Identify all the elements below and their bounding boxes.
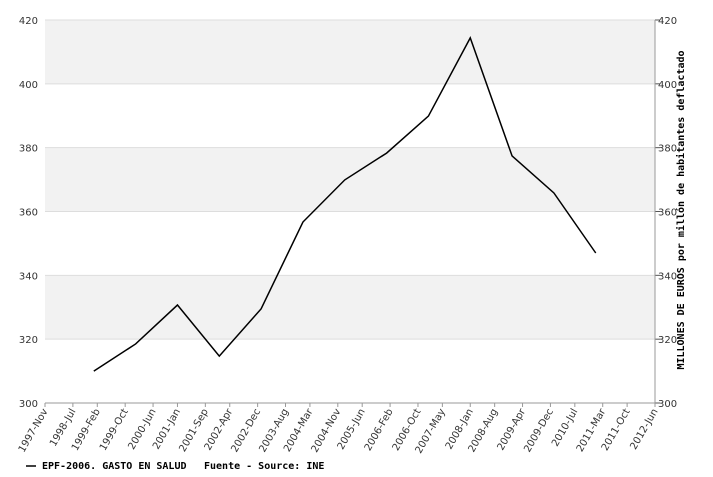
- y-tick-label: 400: [19, 80, 38, 91]
- y-tick-label: 420: [19, 16, 38, 27]
- y-tick-label: 320: [19, 335, 38, 346]
- x-tick-label: 2012-Jun: [628, 407, 660, 452]
- y-tick-label: 360: [19, 208, 38, 219]
- grid-band: [45, 211, 655, 276]
- y2-tick-label: 360: [658, 208, 677, 219]
- y-tick-label: 300: [19, 399, 38, 410]
- x-tick-label: 1997-Nov: [17, 407, 51, 455]
- grid-band: [45, 147, 655, 212]
- grid-band: [45, 275, 655, 340]
- y2-tick-label: 400: [658, 80, 677, 91]
- y2-tick-label: 420: [658, 16, 677, 27]
- x-tick-label: 2009-Dec: [522, 407, 556, 454]
- y-tick-label: 380: [19, 144, 38, 155]
- series-line: [93, 36, 597, 372]
- source-note: Fuente - Source: INE: [204, 461, 324, 472]
- y2-tick-label: 380: [658, 144, 677, 155]
- y-tick-label: 340: [19, 271, 38, 282]
- legend-entry: EPF-2006. GASTO EN SALUD: [42, 461, 187, 472]
- grid-band: [45, 83, 655, 148]
- y2-tick-label: 340: [658, 271, 677, 282]
- y2-axis-label: MILLONES DE EUROS por millón de habitant…: [675, 50, 687, 369]
- y2-tick-label: 320: [658, 335, 677, 346]
- y2-tick-label: 300: [658, 399, 677, 410]
- grid-band: [45, 339, 655, 403]
- grid-band: [45, 20, 655, 84]
